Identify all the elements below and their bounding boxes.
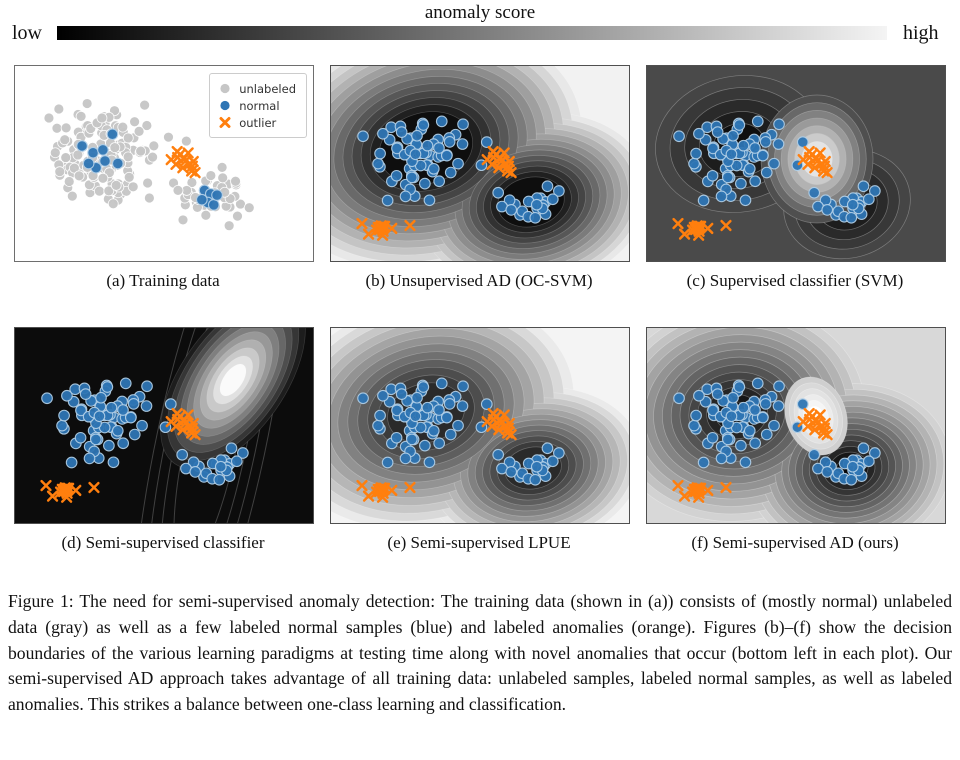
subcaption-b: (b) Unsupervised AD (OC-SVM) — [365, 271, 593, 290]
legend-item-unlabeled: unlabeled — [218, 80, 296, 97]
legend-label: outlier — [239, 115, 277, 130]
subcaption-f: (f) Semi-supervised AD (ours) — [691, 533, 899, 552]
panel-supervised-classifier — [646, 65, 946, 262]
scatter-plot-b — [331, 66, 629, 261]
panel-unsupervised-ad — [330, 65, 630, 262]
panel-semisupervised-lpue — [330, 327, 630, 524]
scatter-plot-d — [15, 328, 313, 523]
colorbar-high-label: high — [903, 22, 939, 44]
plot-legend: unlabeled normal outlier — [209, 73, 307, 138]
subcaption-e: (e) Semi-supervised LPUE — [387, 533, 571, 552]
scatter-plot-e — [331, 328, 629, 523]
colorbar-gradient — [57, 26, 887, 40]
legend-label: normal — [239, 98, 280, 113]
colorbar-low-label: low — [12, 22, 42, 44]
subcaption-a: (a) Training data — [106, 271, 220, 290]
colorbar-title: anomaly score — [424, 2, 536, 23]
legend-item-normal: normal — [218, 97, 296, 114]
dot-marker-icon — [220, 100, 230, 111]
panel-semisupervised-ad-ours — [646, 327, 946, 524]
scatter-plot-f — [647, 328, 945, 523]
legend-label: unlabeled — [239, 81, 296, 96]
x-marker-icon — [219, 117, 231, 128]
figure-caption: Figure 1: The need for semi-supervised a… — [8, 591, 952, 715]
dot-marker-icon — [220, 83, 230, 94]
subcaption-d: (d) Semi-supervised classifier — [61, 533, 265, 552]
panel-semisupervised-classifier — [14, 327, 314, 524]
panel-training-data: unlabeled normal outlier — [14, 65, 314, 262]
subcaption-c: (c) Supervised classifier (SVM) — [686, 271, 904, 290]
scatter-plot-c — [647, 66, 945, 261]
legend-item-outlier: outlier — [218, 114, 296, 131]
